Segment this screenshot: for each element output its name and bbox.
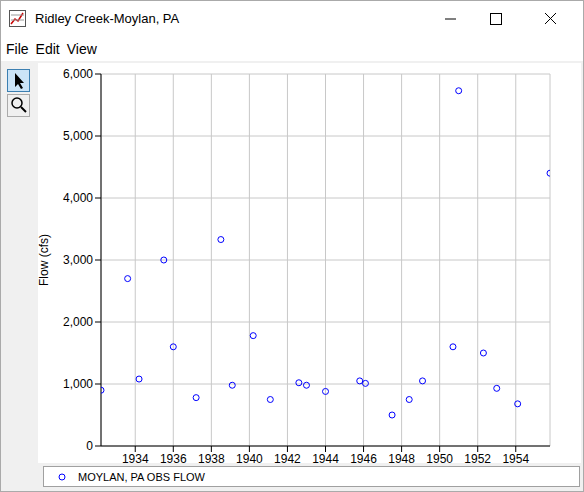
html-text:Edit: Edit [35,41,60,57]
svg-text:1952: 1952 [464,452,491,463]
svg-text:3,000: 3,000 [63,253,93,267]
svg-text:1944: 1944 [312,452,339,463]
svg-text:1950: 1950 [426,452,453,463]
svg-text:1,000: 1,000 [63,377,93,391]
svg-text:1946: 1946 [350,452,377,463]
html-text:View: View [66,41,97,57]
svg-text:1938: 1938 [198,452,225,463]
svg-text:1942: 1942 [274,452,301,463]
svg-text:2,000: 2,000 [63,315,93,329]
html-text:File: File [6,41,29,57]
svg-text:1934: 1934 [122,452,149,463]
svg-text:Flow (cfs): Flow (cfs) [38,234,51,286]
svg-text:1954: 1954 [502,452,529,463]
html-text:Ridley Creek-Moylan, PA: Ridley Creek-Moylan, PA [35,11,180,26]
svg-text:6,000: 6,000 [63,67,93,81]
svg-text:0: 0 [86,439,93,453]
svg-text:1940: 1940 [236,452,263,463]
svg-text:4,000: 4,000 [63,191,93,205]
html-text:MOYLAN, PA OBS FLOW: MOYLAN, PA OBS FLOW [78,470,205,483]
svg-text:1948: 1948 [388,452,415,463]
svg-text:1936: 1936 [160,452,187,463]
svg-text:5,000: 5,000 [63,129,93,143]
